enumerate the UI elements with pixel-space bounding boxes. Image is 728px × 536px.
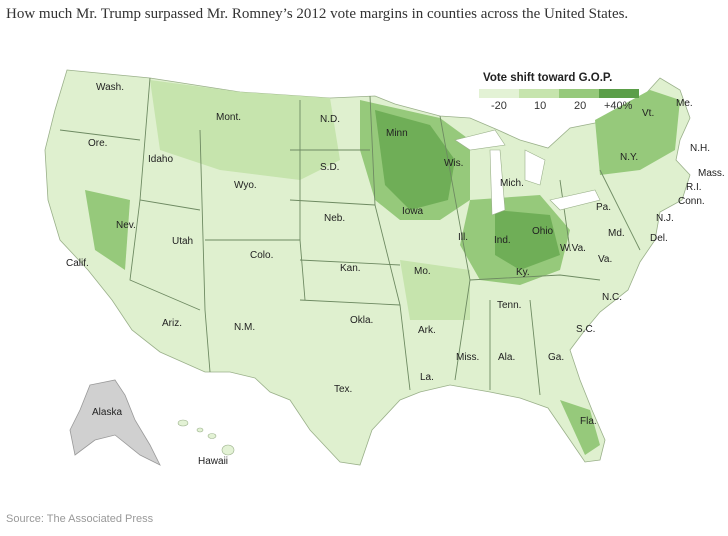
state-label: Mont. [216,112,242,123]
state-label: Minn [386,128,408,139]
state-label: Tenn. [497,300,522,311]
legend-label: -20 [491,100,507,112]
map-title: How much Mr. Trump surpassed Mr. Romney’… [6,6,629,22]
state-label: Idaho [148,154,174,165]
state-label: Ga. [548,352,565,363]
state-label: Ohio [532,226,554,237]
great-lakes [454,129,601,216]
state-label: Tex. [334,384,353,395]
state-label: Md. [608,228,625,239]
state-label: R.I. [686,182,702,193]
state-label: Hawaii [198,456,229,467]
state-label: Ark. [418,325,436,336]
state-label: N.J. [656,213,674,224]
state-label: Iowa [402,206,424,217]
state-label: Utah [172,236,194,247]
state-label: Miss. [456,352,480,363]
state-label: Pa. [596,202,612,213]
hawaii-islands [177,419,235,456]
state-label: Ky. [516,267,530,278]
state-label: N.Y. [620,152,639,163]
state-borders [59,77,641,396]
legend-bar [479,89,639,98]
state-label: N.H. [690,143,710,154]
legend-swatch [519,89,559,98]
state-label: Colo. [250,250,274,261]
state-label: Calif. [66,258,89,269]
legend-title: Vote shift toward G.O.P. [483,72,613,84]
state-label: Ariz. [162,318,182,329]
state-label: Kan. [340,263,361,274]
legend-label: 20 [574,100,587,112]
state-label: Del. [650,233,668,244]
legend-swatch [599,89,639,98]
state-label: Me. [676,98,693,109]
state-label: La. [420,372,434,383]
state-label: Ala. [498,352,516,363]
state-label: Va. [598,254,613,265]
legend-label: +40% [604,100,633,112]
legend-label: 10 [534,100,547,112]
legend-swatch [479,89,519,98]
state-label: Vt. [642,108,655,119]
state-label: Ore. [88,138,108,149]
state-label: N.D. [320,114,340,125]
state-label: Nev. [116,220,136,231]
legend-swatch [559,89,599,98]
state-label: S.D. [320,162,340,173]
state-label: Neb. [324,213,346,224]
state-label: Alaska [92,407,123,418]
state-label: Mich. [500,178,524,189]
state-label: N.M. [234,322,256,333]
state-label: S.C. [576,324,596,335]
state-label: Conn. [678,196,705,207]
state-label: N.C. [602,292,622,303]
state-label: Okla. [350,315,374,326]
state-label: Wis. [444,158,464,169]
state-label: Wyo. [234,180,257,191]
state-label: W.Va. [560,243,586,254]
state-label: Fla. [580,416,597,427]
state-label: Wash. [96,82,124,93]
alaska-shape [69,379,161,466]
state-label: Ind. [494,235,511,246]
state-label: Ill. [458,232,468,243]
state-label: Mo. [414,266,431,277]
source-note: Source: The Associated Press [6,513,154,525]
state-label: Mass. [698,168,725,179]
